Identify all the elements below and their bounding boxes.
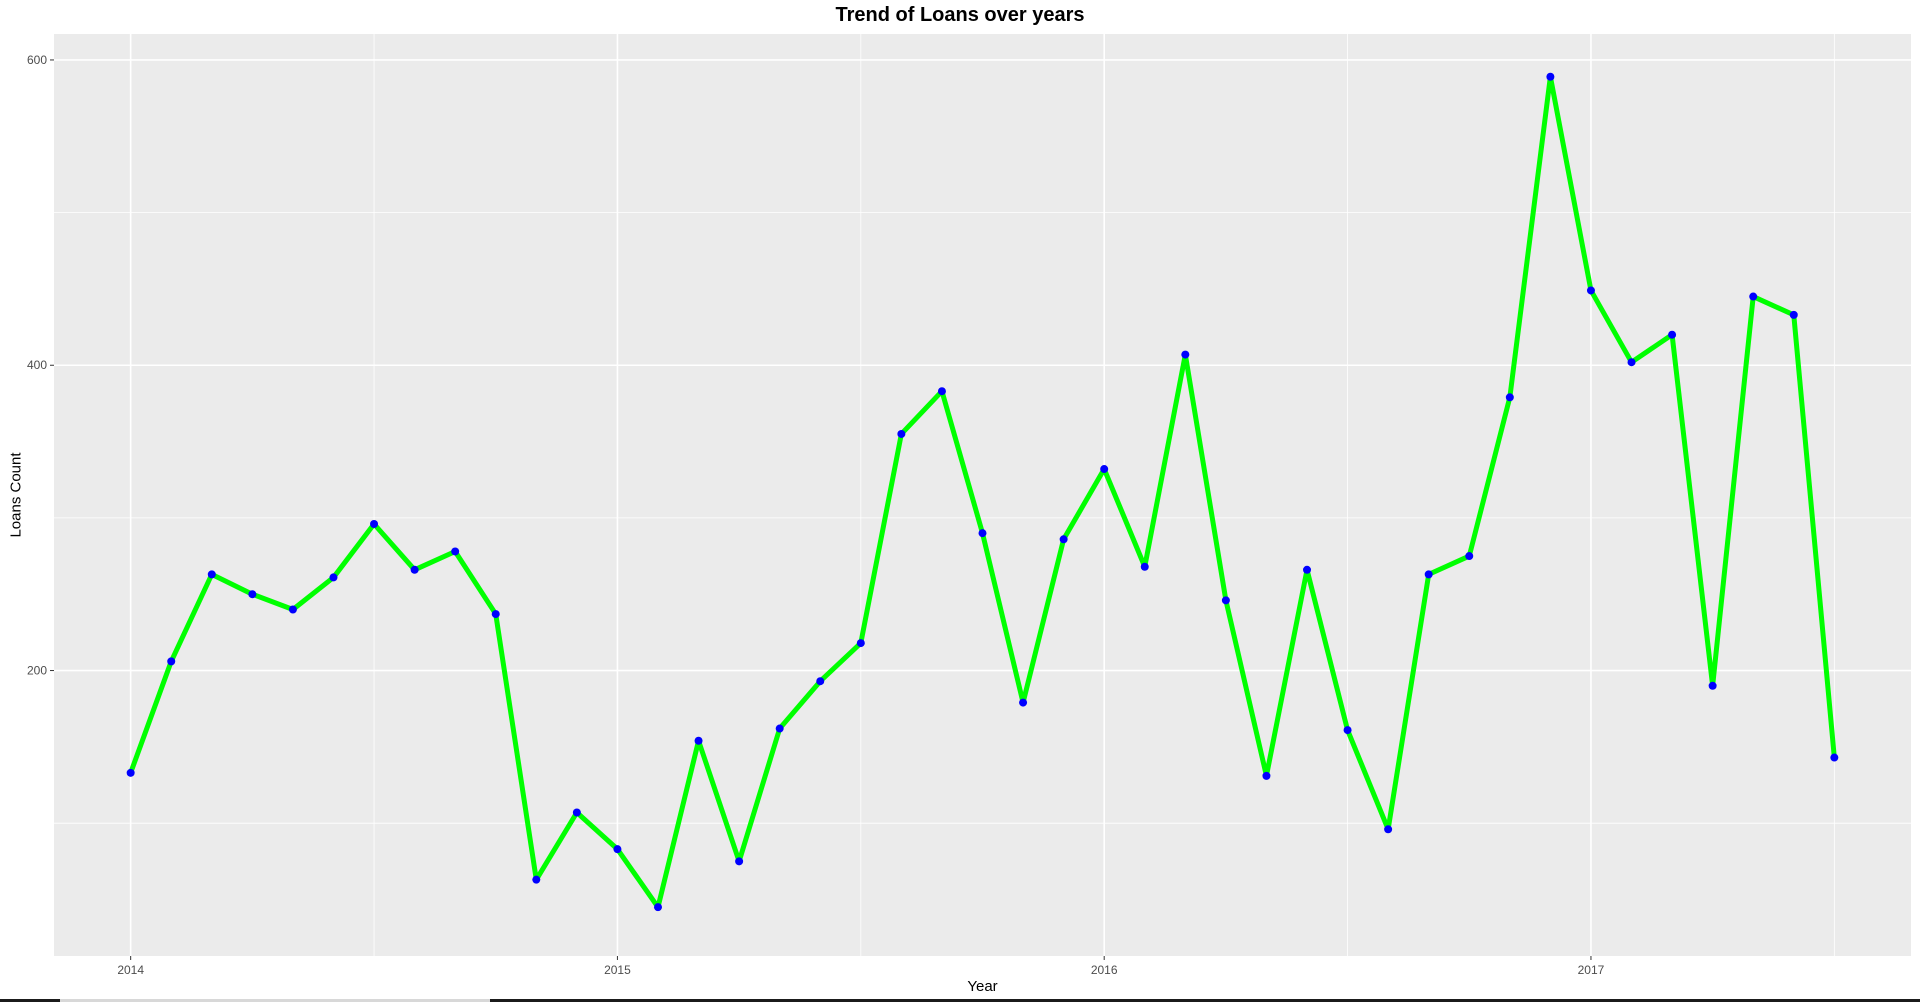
data-point — [1668, 330, 1677, 339]
data-point — [1708, 681, 1717, 690]
data-point — [532, 875, 541, 884]
data-point — [1465, 552, 1474, 561]
series-points — [126, 72, 1839, 912]
data-point — [1789, 310, 1798, 319]
data-point — [1343, 726, 1352, 735]
data-point — [1262, 771, 1271, 780]
data-point — [1749, 292, 1758, 301]
chart-title: Trend of Loans over years — [835, 4, 1085, 26]
x-tick-label: 2017 — [1578, 963, 1605, 977]
window-bottom-strip-dark — [490, 999, 1920, 1002]
data-point — [1384, 825, 1393, 834]
x-axis-label: Year — [967, 978, 998, 995]
data-point — [1586, 286, 1595, 295]
data-point — [897, 429, 906, 438]
data-point — [1100, 465, 1109, 474]
data-point — [1059, 535, 1068, 544]
data-point — [126, 768, 135, 777]
data-point — [1140, 562, 1149, 571]
data-point — [1830, 753, 1839, 762]
major-gridlines — [54, 34, 1911, 956]
x-axis: 2014 2015 2016 2017 — [117, 956, 1605, 977]
data-point — [1424, 570, 1433, 579]
plot-panel — [54, 34, 1911, 956]
y-tick-label: 600 — [27, 53, 47, 67]
data-point — [1019, 698, 1028, 707]
y-axis-label: Loans Count — [7, 452, 25, 538]
data-point — [370, 520, 379, 529]
data-point — [978, 529, 987, 538]
y-axis: 200 400 600 — [27, 53, 54, 678]
data-point — [410, 565, 419, 574]
data-point — [1303, 565, 1312, 574]
data-point — [451, 547, 460, 556]
data-point — [1221, 596, 1230, 605]
data-point — [613, 845, 622, 854]
data-point — [1546, 72, 1555, 81]
data-point — [775, 724, 784, 733]
data-point — [1627, 358, 1636, 367]
data-point — [937, 387, 946, 396]
data-point — [207, 570, 216, 579]
data-point — [1505, 393, 1514, 402]
y-tick-label: 200 — [27, 664, 47, 678]
data-point — [491, 610, 500, 619]
x-tick-label: 2016 — [1091, 963, 1118, 977]
data-point — [735, 857, 744, 866]
data-point — [694, 736, 703, 745]
x-tick-label: 2014 — [117, 963, 144, 977]
data-point — [248, 590, 257, 599]
data-point — [167, 657, 176, 666]
data-point — [572, 808, 581, 817]
window-bottom-strip-dark — [0, 999, 60, 1002]
minor-gridlines — [54, 34, 1911, 956]
data-point — [816, 677, 825, 686]
x-tick-label: 2015 — [604, 963, 631, 977]
y-tick-label: 400 — [27, 358, 47, 372]
data-point — [1181, 350, 1190, 359]
data-point — [329, 573, 338, 582]
data-point — [856, 639, 865, 648]
data-point — [288, 605, 297, 614]
data-point — [653, 903, 662, 912]
